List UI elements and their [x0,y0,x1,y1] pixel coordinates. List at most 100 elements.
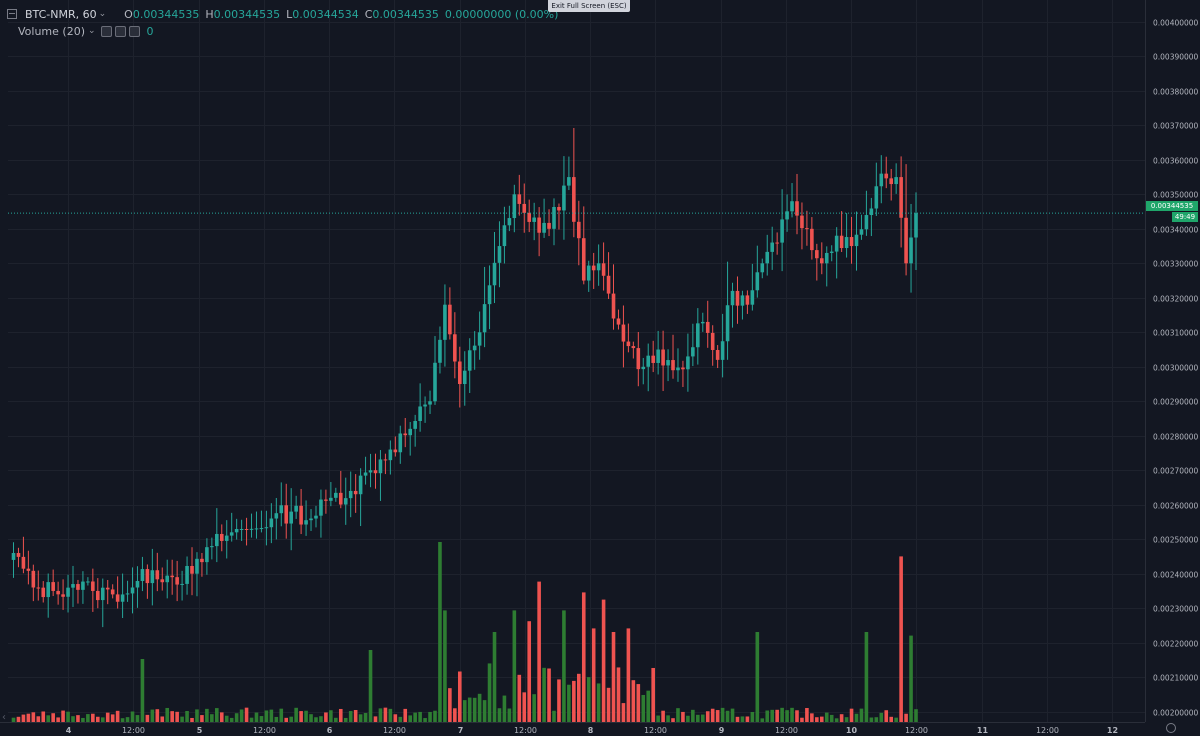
chevron-down-icon[interactable]: ⌄ [88,26,96,36]
candle-body [329,497,333,501]
volume-bar [909,635,913,722]
symbol-label[interactable]: BTC-NMR, 60 [25,7,97,21]
time-tick-label: 12:00 [514,726,537,735]
volume-bar [413,712,417,722]
candle-body [438,339,442,363]
candle-body [894,177,898,185]
candle-body [210,546,214,548]
price-tick-label: 0.00220000 [1153,640,1199,649]
volume-bar [408,715,413,722]
collapse-icon[interactable] [7,9,17,19]
volume-bar [527,621,532,722]
volume-bar [21,714,26,722]
candle-body [586,265,591,281]
candle-body [453,334,457,362]
scroll-left-icon[interactable]: ‹ [2,712,6,723]
chevron-down-icon[interactable]: ⌄ [98,9,107,19]
volume-bar [532,694,536,722]
settings-icon[interactable] [114,25,126,37]
candle-body [448,304,452,335]
gear-icon[interactable] [1166,723,1176,733]
volume-bar [810,713,814,722]
candle-body [909,237,913,264]
candle-body [185,565,189,584]
volume-bar [190,717,194,722]
volume-bar [343,717,348,722]
candle-body [91,581,95,591]
volume-bar [819,716,824,722]
candle-body [552,207,556,229]
volume-label[interactable]: Volume (20) [18,24,85,38]
time-tick-label: 4 [66,726,72,735]
candle-body [834,235,839,252]
volume-bar [874,717,879,722]
candle-body [165,575,170,583]
candle-body [279,505,284,514]
volume-bar [453,708,457,722]
candle-body [686,356,690,370]
price-tick-label: 0.00250000 [1153,536,1199,545]
volume-bar [864,632,869,722]
volume-bar [661,710,665,722]
volume-bar [71,716,75,722]
candle-body [780,219,784,243]
exit-fullscreen-button[interactable]: Exit Full Screen (ESC) [548,0,630,12]
candle-body [492,262,497,286]
open-label: O [124,7,133,21]
candle-body [824,252,829,264]
candle-body [854,234,859,247]
candle-body [348,490,353,499]
volume-bar [720,707,725,722]
candle-body [914,213,918,238]
candle-body [81,581,85,590]
volume-bar [715,710,720,722]
candle-body [537,217,541,233]
volume-bar [795,710,799,722]
candle-body [527,212,532,222]
volume-bar [100,717,105,722]
candle-body [507,218,512,226]
candle-body [810,228,814,251]
open-value: 0.00344535 [132,7,200,21]
volume-bar [76,715,80,722]
candle-body [487,285,492,305]
volume-bar [577,673,581,722]
time-axis[interactable]: 4 12:00 5 12:00 6 12:00 7 12:00 8 12:00 9 12:00 10 12… [0,722,1145,736]
high-label: H [205,7,214,21]
price-axis[interactable]: 0.00200000 0.00210000 0.00220000 0.00230000… [1145,0,1200,736]
candle-body [180,583,184,585]
candle-body [884,173,889,179]
volume-bar [31,712,36,722]
countdown-tag: 49:49 [1172,212,1198,222]
candle-body [289,511,293,524]
low-label: L [286,7,293,21]
candle-body [105,587,110,590]
candle-body [31,570,36,588]
volume-bar [205,708,209,722]
candle-body [259,528,264,530]
volume-bar [869,717,874,722]
eye-icon[interactable] [100,25,112,37]
price-tick-label: 0.00300000 [1153,364,1199,373]
candle-body [760,263,765,273]
price-tick-label: 0.00360000 [1153,157,1199,166]
time-tick-label: 12:00 [253,726,276,735]
volume-bar [244,707,249,722]
volume-bar [393,714,398,722]
volume-bar [264,710,269,722]
time-tick-label: 7 [458,726,464,735]
volume-bar [46,715,51,722]
candle-body [76,584,80,590]
candle-body [705,321,710,333]
close-icon[interactable] [128,25,140,37]
candle-body [110,589,115,595]
candle-body [740,295,745,306]
price-tick-label: 0.00200000 [1153,709,1199,718]
candlesticks [11,127,918,628]
volume-bar [730,708,735,722]
candle-body [800,215,804,229]
volume-bar [904,713,908,722]
candle-body [755,272,760,291]
volume-bar [611,632,616,722]
